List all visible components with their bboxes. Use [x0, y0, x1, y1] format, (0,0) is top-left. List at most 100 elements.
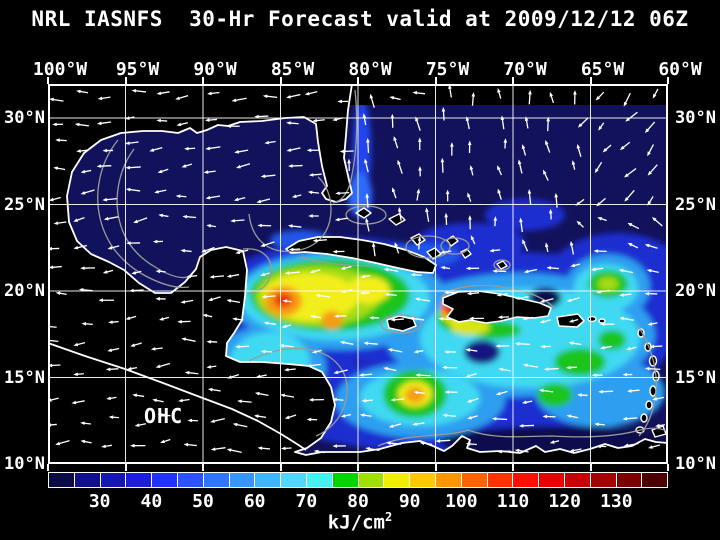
bathymetry-contours [97, 89, 668, 447]
colorbar-segment [539, 473, 564, 487]
current-arrow [48, 265, 62, 270]
current-arrow [334, 217, 349, 222]
current-arrow [548, 208, 553, 220]
current-arrow [180, 299, 194, 304]
current-arrow [205, 146, 221, 151]
current-arrow [546, 266, 559, 270]
current-arrow [74, 122, 89, 127]
current-arrow [644, 366, 661, 371]
current-arrow [235, 249, 249, 255]
current-arrow [339, 340, 354, 345]
current-arrow [335, 191, 350, 196]
colorbar-segment [126, 473, 152, 487]
lon-tick-label: 90°W [193, 59, 237, 80]
current-arrow [80, 266, 96, 270]
current-arrow [226, 124, 240, 128]
current-arrow [101, 444, 113, 449]
colorbar-tick-label: 30 [88, 491, 111, 512]
figure-title: NRL IASNFS 30-Hr Forecast valid at 2009/… [31, 7, 689, 31]
current-arrow [440, 266, 451, 270]
current-arrow [443, 350, 456, 354]
current-arrow [450, 142, 454, 156]
current-arrow [309, 269, 321, 274]
current-arrow [73, 244, 87, 250]
colorbar-segment [49, 473, 74, 487]
current-arrow [469, 316, 484, 321]
current-arrow [517, 159, 523, 174]
current-arrow [71, 400, 85, 405]
current-arrow [183, 442, 197, 447]
colorbar-segment [306, 473, 332, 487]
current-arrow [576, 220, 584, 228]
current-arrow [545, 242, 549, 253]
current-arrow [465, 116, 470, 130]
current-arrow [593, 249, 607, 253]
current-arrow [651, 216, 663, 227]
graticule-gridlines [48, 84, 668, 464]
current-arrow [257, 446, 270, 450]
colorbar-tick-label: 40 [140, 491, 163, 512]
colorbar-tick-label: 50 [192, 491, 214, 512]
current-arrow [76, 89, 89, 94]
lon-tick-mark [512, 464, 514, 471]
current-arrow [333, 314, 347, 318]
colorbar-segment [203, 473, 229, 487]
current-arrow [306, 417, 318, 422]
current-arrow [127, 366, 138, 371]
current-arrow [347, 158, 351, 171]
current-arrow [383, 366, 397, 372]
current-arrow [288, 164, 303, 168]
current-arrow [366, 137, 370, 153]
current-arrow [522, 239, 529, 252]
current-arrow [160, 438, 171, 444]
current-arrow [286, 147, 301, 152]
colorbar-segment [384, 473, 410, 487]
current-arrow [150, 347, 163, 351]
ohc-blob [346, 276, 390, 304]
current-arrow [307, 190, 320, 195]
coastline-pacific [48, 342, 307, 451]
current-arrow [440, 157, 445, 173]
current-arrow [106, 396, 117, 401]
current-arrow [497, 315, 510, 319]
current-arrow [156, 91, 170, 96]
current-arrow [417, 236, 422, 250]
current-arrow [80, 169, 92, 174]
current-arrow [519, 217, 523, 233]
current-arrow [655, 423, 665, 428]
current-arrow [577, 117, 589, 128]
current-arrow [125, 116, 135, 120]
current-arrow [471, 92, 476, 106]
lon-tick-mark [124, 464, 127, 471]
current-arrow [573, 90, 577, 105]
current-arrow [566, 297, 580, 302]
current-arrow [412, 422, 425, 426]
lon-tick-mark [434, 77, 437, 84]
land-puerto-rico [556, 313, 585, 328]
current-arrow [442, 365, 458, 370]
current-arrow [209, 275, 225, 279]
lon-tick-mark [589, 464, 592, 471]
lon-tick-mark [124, 77, 127, 84]
colorbar-segment [74, 473, 100, 487]
current-arrow [203, 170, 216, 174]
current-arrow [308, 214, 319, 218]
current-arrow [644, 121, 656, 133]
lon-tick-mark [279, 77, 282, 84]
current-arrow [622, 372, 633, 377]
current-arrow [175, 95, 189, 100]
lon-tick-mark [357, 464, 359, 471]
current-arrow [388, 423, 402, 428]
colorbar-segment [461, 473, 487, 487]
current-arrow [205, 195, 221, 200]
current-arrow [332, 397, 344, 402]
current-arrow [619, 293, 632, 297]
lon-tick-mark [357, 77, 359, 84]
current-arrow [206, 224, 216, 228]
lon-tick-label: 75°W [425, 59, 470, 80]
current-arrow [282, 299, 292, 303]
current-arrow [597, 217, 607, 222]
current-arrow [226, 273, 240, 278]
current-arrow [445, 189, 450, 202]
lon-tick-label: 60°W [658, 59, 702, 80]
